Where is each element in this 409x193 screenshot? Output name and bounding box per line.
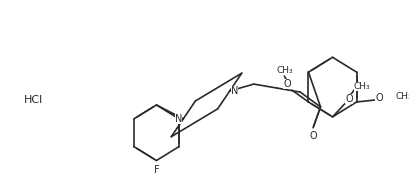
Text: O: O bbox=[309, 131, 317, 141]
Text: HCl: HCl bbox=[24, 95, 43, 105]
Text: CH₃: CH₃ bbox=[396, 91, 409, 101]
Text: CH₃: CH₃ bbox=[276, 66, 293, 75]
Text: F: F bbox=[154, 165, 159, 175]
Text: O: O bbox=[375, 93, 383, 103]
Text: O: O bbox=[283, 79, 291, 89]
Text: N: N bbox=[231, 86, 238, 96]
Text: O: O bbox=[346, 94, 353, 104]
Text: CH₃: CH₃ bbox=[354, 82, 371, 91]
Text: N: N bbox=[175, 114, 182, 124]
